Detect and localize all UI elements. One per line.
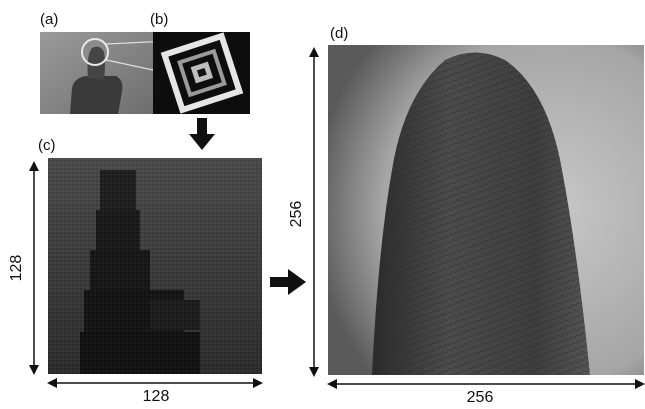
c-width-label: 128	[142, 388, 170, 405]
panel-c-image	[48, 158, 262, 374]
c-height-label: 128	[8, 254, 25, 282]
panel-label-d: (d)	[330, 25, 349, 42]
panel-a-image	[40, 32, 153, 114]
panel-label-c: (c)	[38, 137, 56, 154]
panel-label-a: (a)	[40, 11, 59, 28]
right-arrow	[270, 269, 306, 295]
panel-label-b: (b)	[150, 11, 169, 28]
down-arrow	[189, 118, 215, 150]
d-height-label: 256	[288, 200, 305, 228]
thumb-highlight-circle	[81, 38, 109, 66]
d-width-label: 256	[466, 389, 494, 406]
panel-d-image	[328, 45, 644, 375]
panel-b-image	[153, 32, 250, 114]
